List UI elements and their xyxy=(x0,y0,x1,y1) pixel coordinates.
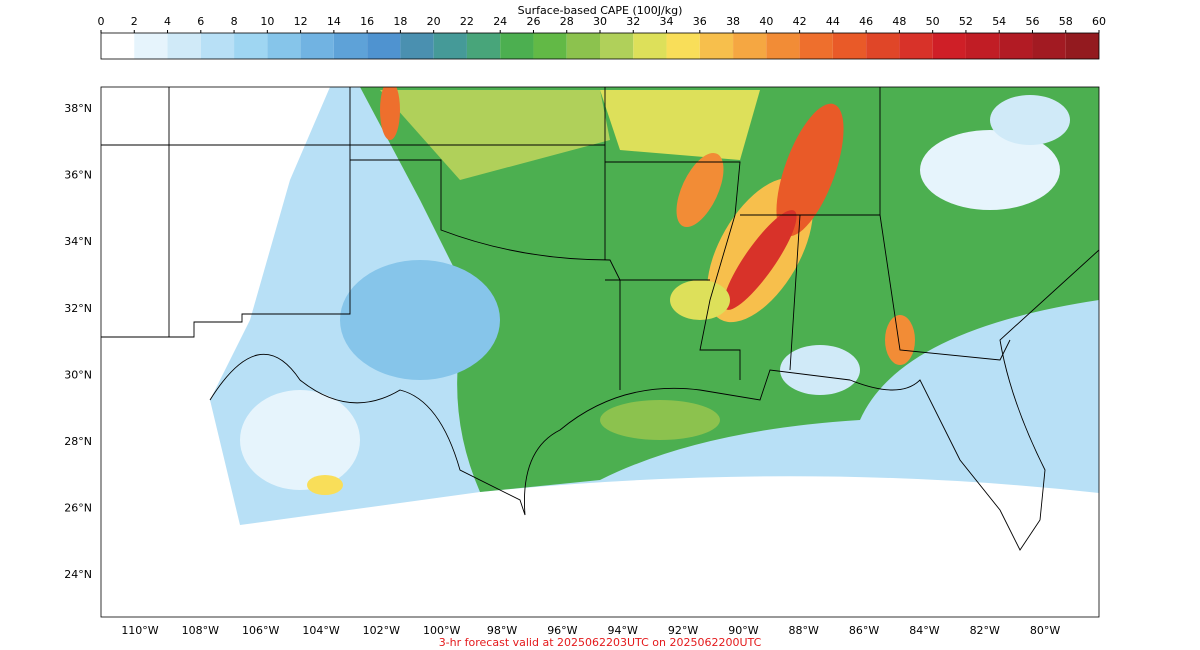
lon-tick-label: 90°W xyxy=(728,624,758,637)
lon-tick-label: 108°W xyxy=(182,624,219,637)
lon-tick-label: 84°W xyxy=(909,624,939,637)
colorbar-swatch xyxy=(832,33,867,59)
colorbar-tick-label: 56 xyxy=(1025,15,1039,28)
lon-tick-label: 104°W xyxy=(302,624,339,637)
colorbar-swatch xyxy=(666,33,700,59)
colorbar-tick-label: 52 xyxy=(959,15,973,28)
boundaries xyxy=(101,87,1100,551)
colorbar-swatch xyxy=(1032,33,1066,59)
colorbar-swatch xyxy=(333,33,368,59)
colorbar-swatch xyxy=(367,33,401,59)
colorbar-swatch xyxy=(733,33,767,59)
colorbar-tick-label: 6 xyxy=(197,15,204,28)
colorbar-tick-label: 36 xyxy=(693,15,707,28)
colorbar-swatch xyxy=(566,33,600,59)
colorbar-title: Surface-based CAPE (100J/kg) xyxy=(518,4,683,17)
colorbar-tick-label: 46 xyxy=(859,15,873,28)
colorbar-tick-label: 50 xyxy=(926,15,940,28)
lat-tick-label: 30°N xyxy=(64,368,92,381)
colorbar-swatch xyxy=(699,33,734,59)
colorbar-tick-label: 4 xyxy=(164,15,171,28)
colorbar-swatch xyxy=(200,33,235,59)
colorbar-tick-label: 24 xyxy=(493,15,507,28)
colorbar-tick-label: 60 xyxy=(1092,15,1106,28)
colorbar-tick-label: 20 xyxy=(427,15,441,28)
colorbar-swatch xyxy=(600,33,634,59)
colorbar-swatch xyxy=(932,33,966,59)
colorbar-tick-label: 22 xyxy=(460,15,474,28)
lon-tick-label: 80°W xyxy=(1030,624,1060,637)
lon-tick-label: 102°W xyxy=(363,624,400,637)
lat-tick-label: 32°N xyxy=(64,302,92,315)
colorbar-tick-label: 48 xyxy=(892,15,906,28)
colorbar-tick-label: 16 xyxy=(360,15,374,28)
colorbar-tick-label: 38 xyxy=(726,15,740,28)
lon-tick-label: 100°W xyxy=(423,624,460,637)
colorbar-swatch xyxy=(866,33,900,59)
lat-tick-label: 34°N xyxy=(64,235,92,248)
forecast-note: 3-hr forecast valid at 2025062203UTC on … xyxy=(439,636,762,649)
colorbar-swatch xyxy=(899,33,933,59)
colorbar-swatch xyxy=(400,33,434,59)
lon-tick-label: 88°W xyxy=(789,624,819,637)
colorbar-swatch xyxy=(134,33,168,59)
lon-tick-label: 92°W xyxy=(668,624,698,637)
colorbar-swatch xyxy=(999,33,1033,59)
colorbar-swatch xyxy=(766,33,800,59)
colorbar-tick-label: 42 xyxy=(793,15,807,28)
lon-tick-label: 106°W xyxy=(242,624,279,637)
colorbar-tick-label: 58 xyxy=(1059,15,1073,28)
colorbar-tick-label: 30 xyxy=(593,15,607,28)
lon-tick-label: 96°W xyxy=(547,624,577,637)
lat-tick-label: 24°N xyxy=(64,568,92,581)
colorbar-tick-label: 0 xyxy=(98,15,105,28)
axes: 110°W 108°W 106°W 104°W 102°W 100°W 98°W 96°W 94… xyxy=(64,102,1060,637)
colorbar-swatch xyxy=(234,33,268,59)
colorbar-swatch xyxy=(500,33,534,59)
colorbar-swatch xyxy=(633,33,667,59)
colorbar-tick-label: 18 xyxy=(393,15,407,28)
colorbar-tick-label: 32 xyxy=(626,15,640,28)
colorbar-tick-label: 14 xyxy=(327,15,341,28)
colorbar-tick-label: 8 xyxy=(231,15,238,28)
colorbar-tick-label: 28 xyxy=(560,15,574,28)
lon-tick-label: 86°W xyxy=(849,624,879,637)
colorbar-swatch xyxy=(466,33,501,59)
colorbar-tick-label: 26 xyxy=(526,15,540,28)
map-frame xyxy=(100,86,1100,618)
colorbar-swatch xyxy=(433,33,467,59)
lat-tick-label: 36°N xyxy=(64,169,92,182)
colorbar-tick-label: 2 xyxy=(131,15,138,28)
colorbar-tick-label: 10 xyxy=(260,15,274,28)
cape-field xyxy=(210,87,1099,525)
lon-tick-label: 98°W xyxy=(487,624,517,637)
lat-tick-label: 26°N xyxy=(64,502,92,515)
colorbar-tick-label: 54 xyxy=(992,15,1006,28)
colorbar-swatch xyxy=(799,33,833,59)
colorbar-swatch xyxy=(533,33,567,59)
colorbar-tick-label: 40 xyxy=(759,15,773,28)
lat-tick-label: 38°N xyxy=(64,102,92,115)
colorbar-swatch xyxy=(300,33,334,59)
colorbar-tick-label: 44 xyxy=(826,15,840,28)
colorbar-tick-label: 12 xyxy=(294,15,308,28)
colorbar-swatch xyxy=(965,33,1000,59)
lon-tick-label: 110°W xyxy=(121,624,158,637)
colorbar: 0 2 4 6 8 10 12 14 16 18 20 22 24 26 28 30 32 34 36 38 40 42 4… xyxy=(98,15,1106,60)
colorbar-swatch xyxy=(167,33,201,59)
lon-tick-label: 82°W xyxy=(970,624,1000,637)
lat-tick-label: 28°N xyxy=(64,435,92,448)
colorbar-swatch xyxy=(267,33,301,59)
colorbar-swatch xyxy=(101,33,135,59)
lon-tick-label: 94°W xyxy=(608,624,638,637)
colorbar-tick-label: 34 xyxy=(660,15,674,28)
colorbar-swatch xyxy=(1065,33,1099,59)
